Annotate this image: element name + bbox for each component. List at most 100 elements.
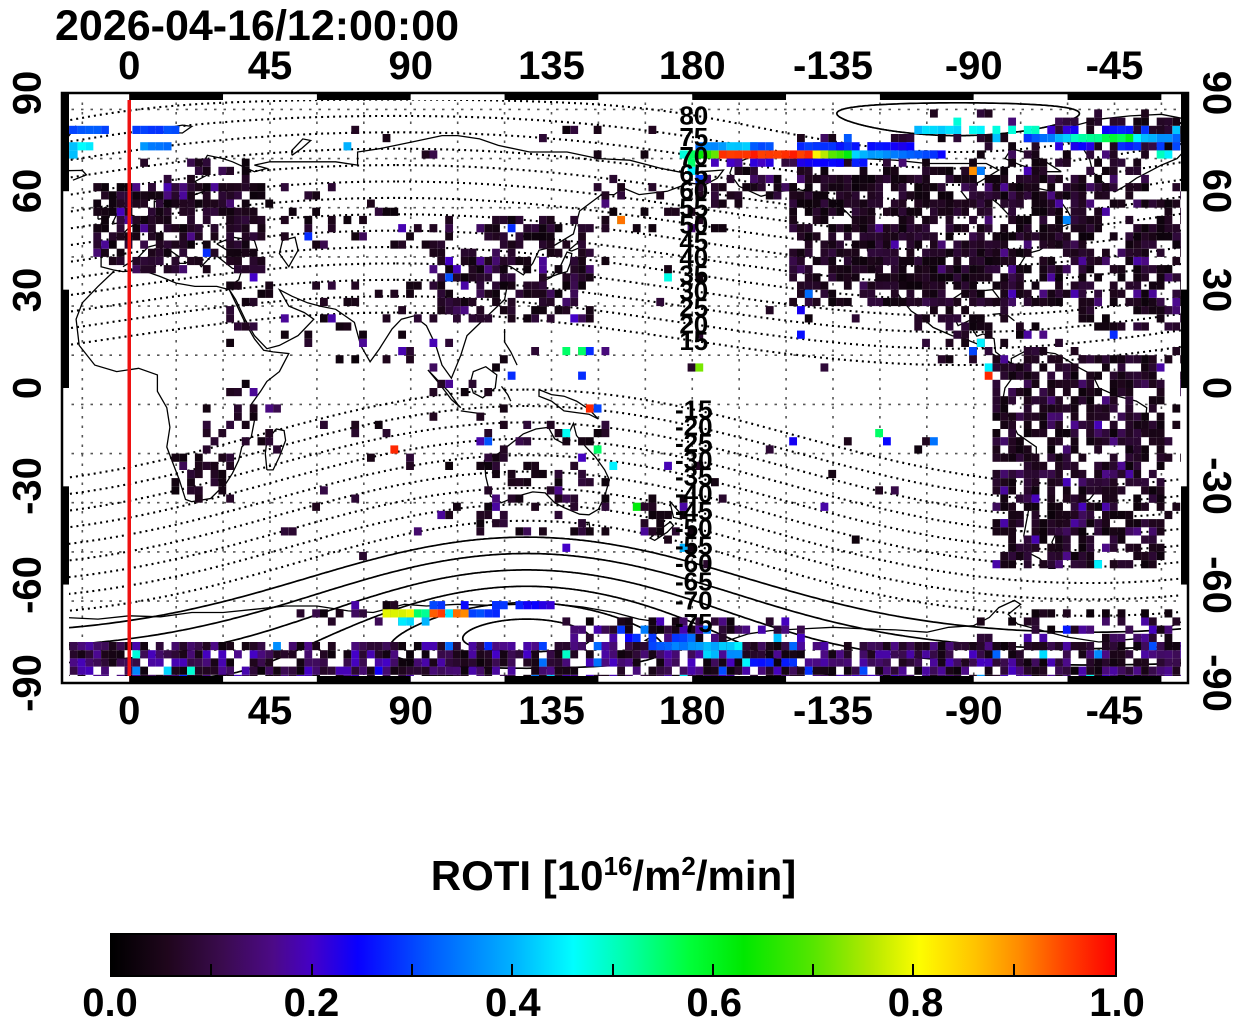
roti-cell xyxy=(851,215,860,225)
roti-cell xyxy=(781,642,790,651)
roti-cell xyxy=(922,338,930,347)
roti-cell xyxy=(930,666,938,675)
roti-cell xyxy=(163,650,172,659)
roti-cell xyxy=(1148,142,1157,151)
roti-cell xyxy=(937,166,946,175)
roti-cell xyxy=(585,527,594,536)
roti-cell xyxy=(969,650,977,659)
roti-cell xyxy=(742,183,751,192)
roti-cell xyxy=(828,232,837,241)
roti-cell xyxy=(1094,519,1103,528)
roti-cell xyxy=(570,314,579,323)
roti-cell xyxy=(218,486,227,495)
roti-cell xyxy=(234,215,242,225)
roti-cell xyxy=(859,658,868,667)
roti-cell xyxy=(695,191,704,200)
roti-cell xyxy=(1133,371,1142,380)
roti-cell xyxy=(445,461,454,470)
roti-cell xyxy=(1109,642,1118,651)
roti-cell xyxy=(1164,666,1173,675)
roti-cell xyxy=(507,256,516,266)
roti-cell xyxy=(554,478,563,487)
roti-cell xyxy=(679,543,688,552)
roti-cell xyxy=(1008,519,1017,528)
roti-cell xyxy=(429,658,438,667)
roti-cell xyxy=(1102,429,1110,438)
roti-cell xyxy=(93,207,102,216)
roti-cell xyxy=(789,215,798,225)
roti-cell xyxy=(85,125,94,134)
roti-cell xyxy=(1125,355,1134,364)
roti-cell xyxy=(155,256,164,266)
roti-cell xyxy=(249,248,258,257)
roti-cell xyxy=(625,625,633,634)
roti-cell xyxy=(1023,232,1032,241)
roti-cell xyxy=(1133,289,1142,298)
roti-cell xyxy=(460,388,469,397)
roti-cell xyxy=(1125,134,1134,143)
roti-cell xyxy=(797,134,805,143)
roti-cell xyxy=(515,494,524,503)
roti-cell xyxy=(1125,461,1134,470)
contour-label: 35 xyxy=(679,260,708,290)
roti-cell xyxy=(1109,658,1118,667)
frame-stripe-left xyxy=(62,584,69,683)
lat-tick-label-right: 90 xyxy=(1194,70,1239,116)
roti-cell xyxy=(507,650,516,659)
roti-cell xyxy=(953,224,962,233)
roti-cell xyxy=(492,519,500,528)
roti-cell xyxy=(640,207,649,216)
roti-cell xyxy=(359,232,367,241)
roti-cell xyxy=(1133,297,1142,307)
roti-cell xyxy=(453,306,461,315)
roti-cell xyxy=(804,240,813,249)
roti-cell xyxy=(1031,371,1040,380)
roti-cell xyxy=(359,650,367,659)
roti-cell xyxy=(1141,666,1149,675)
roti-cell xyxy=(1086,609,1095,618)
roti-cell xyxy=(640,642,649,651)
roti-cell xyxy=(1148,297,1157,307)
colorbar-title: ROTI [1016/m2/min] xyxy=(110,852,1117,900)
roti-cell xyxy=(1039,429,1048,438)
roti-cell xyxy=(1109,297,1118,307)
roti-cell xyxy=(187,232,195,241)
roti-cell xyxy=(1164,215,1173,225)
roti-cell xyxy=(945,273,954,282)
roti-cell xyxy=(171,642,180,651)
roti-cell xyxy=(664,510,672,520)
roti-cell xyxy=(930,125,938,134)
roti-cell xyxy=(320,240,328,249)
roti-cell xyxy=(1133,494,1142,503)
roti-cell xyxy=(492,265,500,274)
roti-cell xyxy=(1086,666,1095,675)
roti-cell xyxy=(226,453,235,462)
roti-cell xyxy=(843,183,852,192)
roti-cell xyxy=(140,240,149,249)
roti-cell xyxy=(726,617,735,626)
roti-cell xyxy=(867,174,876,184)
roti-cell xyxy=(851,191,860,200)
roti-cell xyxy=(249,215,258,225)
roti-cell xyxy=(1055,199,1063,208)
roti-cell xyxy=(1078,535,1087,544)
roti-cell xyxy=(1102,609,1110,618)
colorbar-title-suffix: /min] xyxy=(695,852,797,899)
roti-cell xyxy=(1148,125,1157,134)
roti-cell xyxy=(1055,363,1063,372)
roti-cell xyxy=(898,650,907,659)
roti-cell xyxy=(773,633,782,642)
roti-cell xyxy=(531,642,540,651)
roti-cell xyxy=(1055,281,1063,290)
roti-cell xyxy=(859,174,868,184)
roti-cell xyxy=(906,289,915,298)
roti-cell xyxy=(499,232,508,241)
roti-cell xyxy=(1086,183,1095,192)
roti-cell xyxy=(148,191,156,200)
roti-cell xyxy=(108,256,117,266)
roti-cell xyxy=(437,642,446,651)
roti-cell xyxy=(1133,265,1142,274)
roti-cell xyxy=(867,248,876,257)
roti-cell xyxy=(492,224,500,233)
roti-cell xyxy=(898,666,907,675)
